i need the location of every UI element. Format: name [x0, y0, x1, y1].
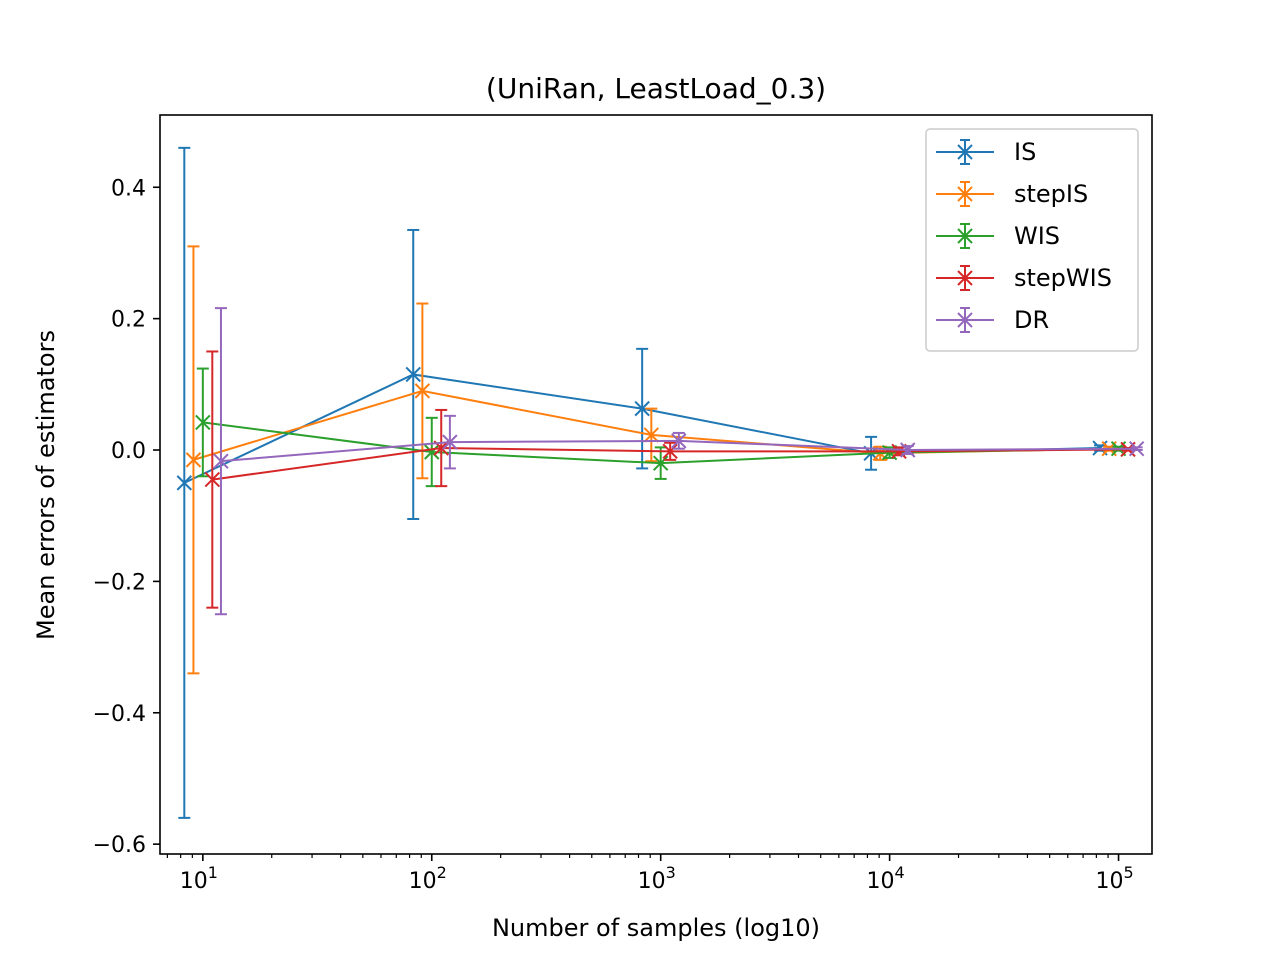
legend-label: WIS — [1014, 222, 1060, 250]
legend-label: IS — [1014, 138, 1036, 166]
legend-marker — [957, 312, 973, 328]
data-point — [900, 442, 916, 458]
chart-title: (UniRan, LeastLoad_0.3) — [486, 72, 826, 105]
x-tick-exponent: 1 — [208, 863, 218, 882]
data-point — [424, 444, 440, 460]
legend-entry: DR — [936, 306, 1049, 334]
x-tick-exponent: 4 — [895, 863, 905, 882]
data-point — [195, 414, 211, 431]
x-tick-base: 10 — [638, 869, 666, 894]
data-point — [414, 383, 431, 399]
data-point — [643, 427, 660, 443]
plot-frame — [159, 114, 1153, 855]
legend-entry: stepWIS — [936, 264, 1112, 292]
x-tick-base: 10 — [409, 869, 437, 894]
legend-label: stepIS — [1014, 180, 1088, 208]
x-tick-label: 102 — [409, 863, 447, 894]
x-tick-exponent: 2 — [437, 863, 447, 882]
legend-entry: IS — [936, 138, 1036, 166]
legend: IS stepIS WIS stepWIS DR — [925, 128, 1139, 352]
data-point — [442, 434, 458, 450]
data-point — [405, 366, 421, 383]
data-point — [1128, 440, 1145, 457]
data-point — [204, 471, 221, 488]
x-tick-exponent: 3 — [666, 863, 676, 882]
x-tick-label: 103 — [638, 863, 676, 894]
x-axis-label: Number of samples (log10) — [492, 914, 820, 942]
plot-area — [176, 146, 1145, 819]
legend-entry: stepIS — [936, 180, 1088, 208]
y-axis-ticks: 0.4 0.2 0.0 −0.2 −0.4 −0.6 — [93, 176, 160, 858]
x-tick-exponent: 5 — [1123, 863, 1133, 882]
y-tick-label: −0.4 — [93, 702, 146, 727]
legend-marker — [957, 144, 973, 160]
x-axis-ticks: 101 102 103 104 105 — [166, 854, 1134, 894]
data-point — [634, 400, 650, 417]
data-point — [671, 433, 687, 449]
x-tick-base: 10 — [1095, 869, 1123, 894]
y-tick-label: 0.4 — [111, 176, 146, 201]
legend-label: DR — [1014, 306, 1049, 334]
data-point — [185, 452, 202, 468]
y-tick-label: 0.2 — [111, 308, 146, 333]
legend-marker — [957, 186, 973, 202]
x-tick-label: 105 — [1095, 863, 1133, 894]
legend-entry: WIS — [936, 222, 1060, 250]
legend-marker — [957, 228, 973, 244]
x-tick-label: 104 — [867, 863, 905, 894]
x-tick-label: 101 — [180, 863, 218, 894]
data-point — [662, 443, 678, 460]
legend-marker — [957, 270, 973, 286]
y-axis-label: Mean errors of estimators — [32, 330, 60, 640]
legend-label: stepWIS — [1014, 264, 1112, 292]
y-tick-label: 0.0 — [111, 439, 146, 464]
data-point — [176, 475, 193, 491]
y-tick-label: −0.6 — [93, 833, 146, 858]
x-tick-base: 10 — [180, 869, 208, 894]
data-point — [213, 453, 229, 469]
y-tick-label: −0.2 — [93, 570, 146, 595]
data-point — [652, 455, 669, 471]
legend-box — [925, 128, 1139, 352]
x-tick-base: 10 — [867, 869, 895, 894]
